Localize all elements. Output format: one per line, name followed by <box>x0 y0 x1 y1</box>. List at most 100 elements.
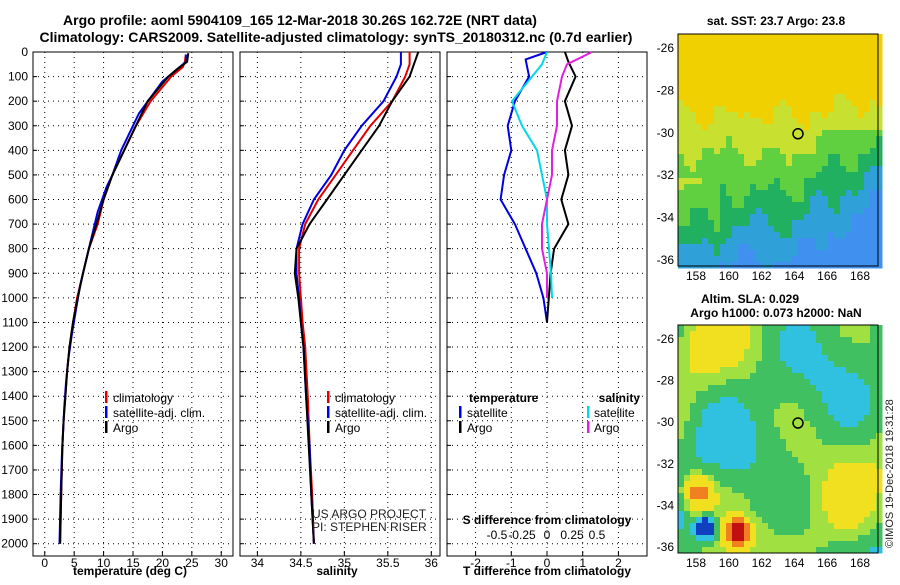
map-cell <box>780 343 787 350</box>
map-cell <box>828 535 835 542</box>
map-cell <box>684 46 691 53</box>
map-cell <box>750 445 757 452</box>
map-cell <box>780 220 787 227</box>
map-cell <box>864 355 871 362</box>
map-cell <box>726 202 733 209</box>
map-cell <box>690 160 697 167</box>
map-cell <box>744 88 751 95</box>
map-cell <box>708 433 715 440</box>
map-cell <box>738 361 745 368</box>
map-cell <box>846 547 853 554</box>
map-cell <box>810 445 817 452</box>
map-cell <box>804 238 811 245</box>
map-cell <box>870 547 877 554</box>
map-cell <box>798 136 805 143</box>
map-cell <box>816 331 823 338</box>
map-cell <box>798 178 805 185</box>
map-cell <box>702 208 709 215</box>
map-cell <box>756 547 763 554</box>
map-cell <box>798 256 805 263</box>
map-cell <box>738 88 745 95</box>
map-cell <box>786 64 793 71</box>
map-cell <box>714 355 721 362</box>
map-cell <box>738 373 745 380</box>
map-cell <box>756 397 763 404</box>
map-cell <box>804 64 811 71</box>
map-cell <box>828 88 835 95</box>
map-cell <box>822 88 829 95</box>
s-difference-ticks: -0.5 -0.25 0 0.25 0.5 <box>487 528 606 542</box>
map-cell <box>846 499 853 506</box>
map-cell <box>870 445 877 452</box>
map-cell <box>786 325 793 332</box>
map-cell <box>852 481 859 488</box>
map-cell <box>858 373 865 380</box>
map-cell <box>714 469 721 476</box>
map-cell <box>756 136 763 143</box>
map-cell <box>684 100 691 107</box>
map-cell <box>738 64 745 71</box>
map-cell <box>876 331 883 338</box>
map-cell <box>750 82 757 89</box>
map-cell <box>864 415 871 422</box>
map-cell <box>804 535 811 542</box>
map-cell <box>738 535 745 542</box>
map-cell <box>762 136 769 143</box>
map-cell <box>780 427 787 434</box>
map-cell <box>834 427 841 434</box>
map-cell <box>840 64 847 71</box>
map-cell <box>684 523 691 530</box>
map-cell <box>744 475 751 482</box>
map-cell <box>870 106 877 113</box>
map-cell <box>762 178 769 185</box>
map-cell <box>864 367 871 374</box>
map-cell <box>792 148 799 155</box>
map-cell <box>720 469 727 476</box>
map-cell <box>708 379 715 386</box>
map-cell <box>732 547 739 554</box>
map-cell <box>750 232 757 239</box>
map-cell <box>834 202 841 209</box>
map-cell <box>696 379 703 386</box>
map-cell <box>792 58 799 65</box>
map-cell <box>840 208 847 215</box>
map-cell <box>762 172 769 179</box>
map-cell <box>816 397 823 404</box>
map-cell <box>834 499 841 506</box>
map-cell <box>690 433 697 440</box>
map-cell <box>870 76 877 83</box>
map-cell <box>876 403 883 410</box>
map-cell <box>756 343 763 350</box>
map-cell <box>750 355 757 362</box>
map-cell <box>744 457 751 464</box>
map-cell <box>780 226 787 233</box>
map-cell <box>726 517 733 524</box>
map-cell <box>798 118 805 125</box>
map-cell <box>822 136 829 143</box>
map-cell <box>774 70 781 77</box>
map-cell <box>714 94 721 101</box>
map-cell <box>714 415 721 422</box>
map-cell <box>732 337 739 344</box>
map-cell <box>786 166 793 173</box>
temperature-panel <box>32 51 234 557</box>
map-cell <box>738 184 745 191</box>
map-cell <box>726 535 733 542</box>
map-cell <box>732 343 739 350</box>
map-cell <box>684 244 691 251</box>
map-cell <box>834 184 841 191</box>
map-cell <box>798 397 805 404</box>
map-cell <box>750 523 757 530</box>
map-cell <box>804 136 811 143</box>
map-cell <box>786 463 793 470</box>
map-cell <box>762 487 769 494</box>
map-cell <box>774 475 781 482</box>
map-cell <box>780 148 787 155</box>
map-cell <box>744 493 751 500</box>
map-cell <box>762 160 769 167</box>
map-cell <box>768 124 775 131</box>
map-cell <box>690 391 697 398</box>
map-cell <box>708 52 715 59</box>
map-cell <box>780 403 787 410</box>
map-cell <box>762 343 769 350</box>
